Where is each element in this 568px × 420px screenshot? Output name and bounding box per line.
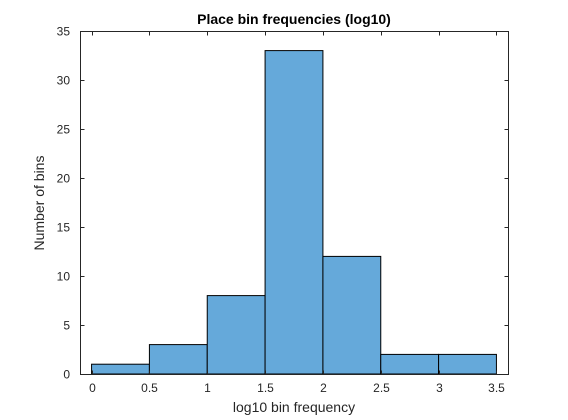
x-tick-label: 0	[89, 381, 96, 395]
x-tick-label: 0.5	[141, 381, 158, 395]
histogram-bar	[380, 353, 440, 375]
histogram-bar	[264, 50, 324, 375]
plot-frame	[80, 31, 509, 375]
y-tick-label: 0	[63, 368, 70, 382]
histogram-bar	[322, 255, 382, 375]
y-tick-label: 5	[63, 319, 70, 333]
y-axis-ticks: 0 5 10 15 20 25 30 35	[57, 25, 509, 382]
y-tick-label: 20	[57, 172, 71, 186]
y-tick-label: 10	[57, 270, 71, 284]
x-tick-label: 1.5	[257, 381, 274, 395]
bars-group	[91, 50, 497, 375]
y-tick-label: 30	[57, 74, 71, 88]
axes-box	[80, 31, 509, 375]
x-tick-label: 1	[204, 381, 211, 395]
chart-title: Place bin frequencies (log10)	[197, 11, 391, 27]
y-tick-label: 25	[57, 123, 71, 137]
x-tick-label: 2	[320, 381, 327, 395]
x-axis-label: log10 bin frequency	[233, 399, 355, 415]
y-axis-label: Number of bins	[31, 156, 47, 251]
y-tick-label: 15	[57, 221, 71, 235]
x-axis-ticks: 0 0.5 1 1.5 2 2.5 3 3.5	[89, 31, 505, 395]
x-tick-label: 3.5	[488, 381, 505, 395]
histogram-bar	[148, 344, 208, 375]
x-tick-label: 3	[436, 381, 443, 395]
histogram-bar	[438, 353, 497, 375]
histogram-bar	[206, 295, 266, 375]
x-tick-label: 2.5	[373, 381, 390, 395]
histogram-bar	[91, 363, 150, 375]
y-tick-label: 35	[57, 25, 71, 39]
